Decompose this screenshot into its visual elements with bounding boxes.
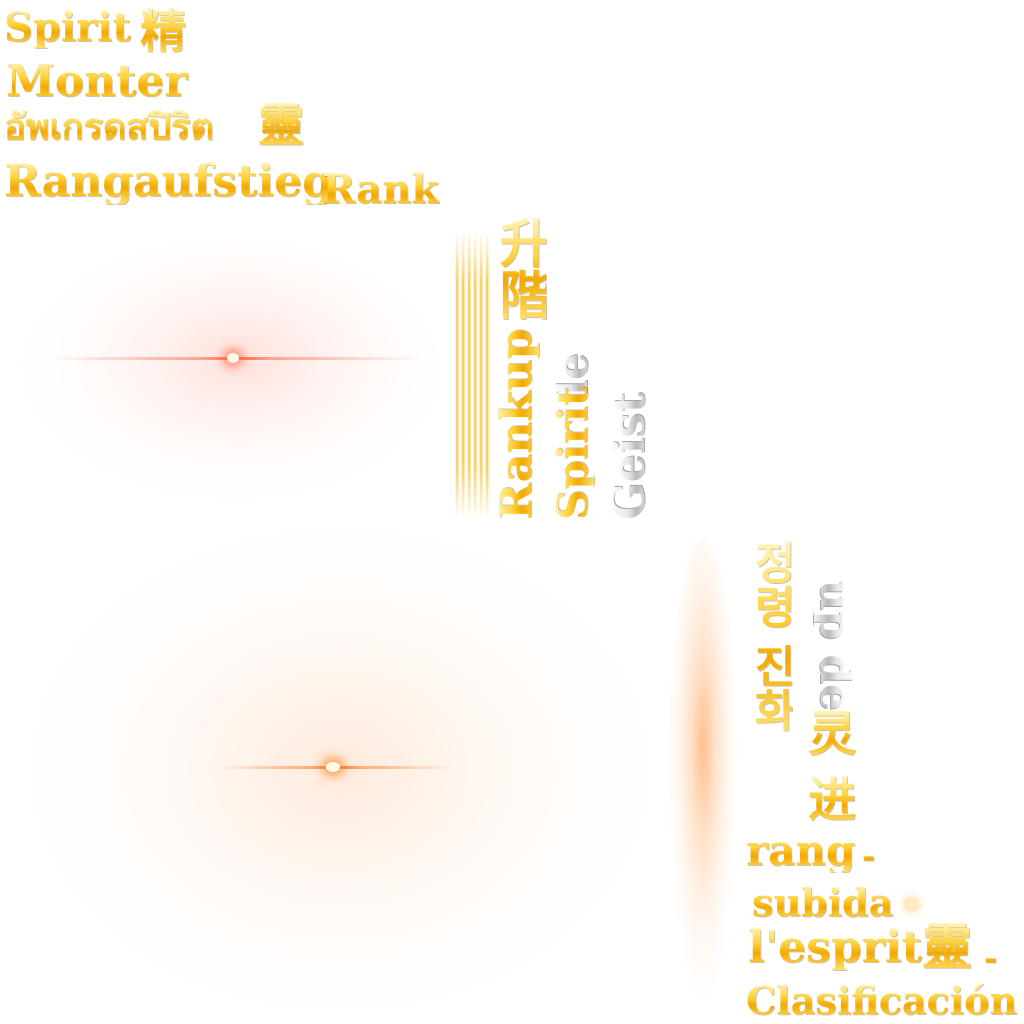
- label-spirit-top: Spirit: [4, 4, 131, 51]
- glyph-jing: 精: [140, 4, 186, 58]
- label-korean: 정령 진화: [745, 540, 796, 732]
- dash-1: -: [862, 837, 876, 875]
- glyph-hui: 靈: [922, 917, 972, 976]
- glyph-thai-ling: 靈: [258, 98, 304, 152]
- small-sparkle: [908, 901, 915, 908]
- label-spirit-mid: Spirit: [548, 386, 597, 520]
- glyph-xun: 进: [808, 772, 857, 828]
- red-flare-core: [227, 353, 239, 363]
- label-rangaufstieg: Rangaufstieg: [4, 156, 333, 207]
- vertical-light-streaks: [455, 230, 491, 520]
- orange-vertical-glow: [668, 540, 738, 1000]
- label-rang: rang: [746, 826, 856, 875]
- orange-flare-glow: [20, 520, 660, 1020]
- label-lesprit: l'esprit: [748, 922, 922, 973]
- label-monter: Monter: [6, 56, 188, 107]
- label-subida: subida: [752, 880, 894, 925]
- dash-2: -: [984, 939, 998, 977]
- label-clasificacion: Clasificación: [746, 978, 1018, 1023]
- glyph-ling: 灵: [808, 706, 857, 762]
- label-geist: Geist: [604, 392, 655, 520]
- label-rankup: Rankup: [491, 328, 542, 520]
- label-up-de: up de: [811, 580, 860, 711]
- red-flare-glow: [20, 240, 440, 500]
- label-rank: Rank: [322, 166, 439, 213]
- orange-flare-core: [326, 762, 340, 772]
- label-thai: อัพเกรดสปิริต: [4, 107, 214, 148]
- glyph-vertical-shengjie: 升階: [490, 216, 551, 320]
